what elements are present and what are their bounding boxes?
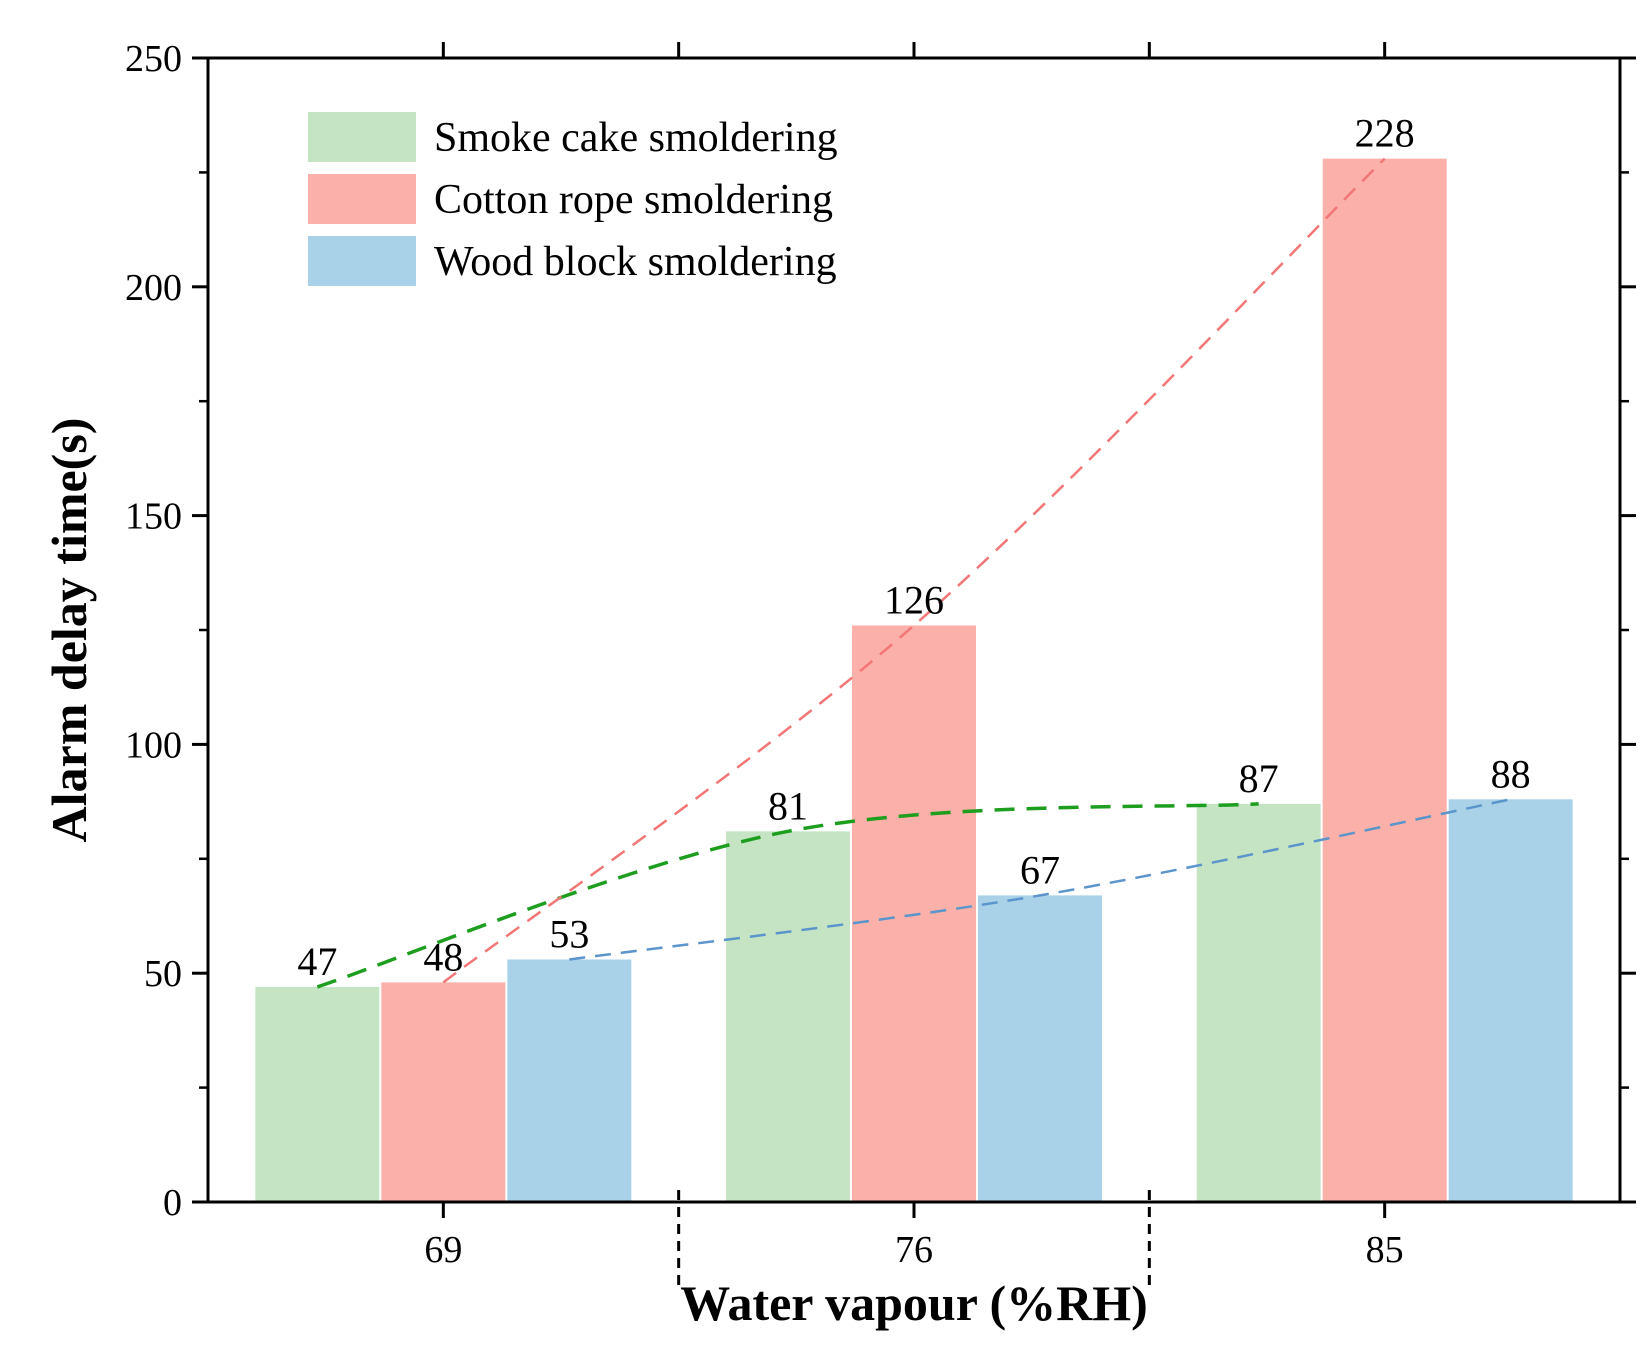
x-tick-label-76: 76 [895,1229,933,1271]
legend-swatch-smoke-cake-smoldering [308,112,416,162]
y-tick-label: 0 [163,1182,182,1224]
data-label-wood-block-smoldering-85: 88 [1491,751,1531,796]
x-tick-label-69: 69 [424,1229,462,1271]
y-axis-title: Alarm delay time(s) [41,418,97,843]
legend-swatch-cotton-rope-smoldering [308,174,416,224]
data-label-cotton-rope-smoldering-69: 48 [423,934,463,979]
data-label-cotton-rope-smoldering-76: 126 [884,577,944,622]
data-label-smoke-cake-smoldering-69: 47 [297,939,337,984]
trend-line-wood-block-smoldering [569,798,1511,961]
legend-label-wood-block-smoldering: Wood block smoldering [434,239,837,285]
bar-smoke-cake-smoldering-85 [1196,803,1321,1202]
legend-label-smoke-cake-smoldering: Smoke cake smoldering [434,115,838,161]
bar-wood-block-smoldering-76 [978,895,1102,1202]
y-tick-label: 200 [125,267,182,309]
legend-label-cotton-rope-smoldering: Cotton rope smoldering [434,177,833,223]
bar-wood-block-smoldering-69 [507,959,632,1202]
data-label-smoke-cake-smoldering-76: 81 [768,783,808,828]
bar-smoke-cake-smoldering-76 [726,831,850,1202]
bar-wood-block-smoldering-85 [1448,799,1573,1202]
x-tick-label-85: 85 [1366,1229,1404,1271]
y-tick-label: 150 [125,496,182,538]
data-label-smoke-cake-smoldering-85: 87 [1239,756,1279,801]
y-tick-label: 250 [125,38,182,80]
y-tick-label: 100 [125,724,182,766]
legend-swatch-wood-block-smoldering [308,236,416,286]
x-axis-title: Water vapour (%RH) [680,1275,1148,1331]
bar-cotton-rope-smoldering-69 [381,982,506,1202]
data-label-wood-block-smoldering-69: 53 [549,911,589,956]
y-tick-label: 50 [144,953,182,995]
data-label-wood-block-smoldering-76: 67 [1020,847,1060,892]
data-label-cotton-rope-smoldering-85: 228 [1355,111,1415,156]
trend-line-smoke-cake-smoldering [316,802,1259,989]
bar-cotton-rope-smoldering-85 [1322,158,1447,1202]
bar-smoke-cake-smoldering-69 [255,986,380,1202]
